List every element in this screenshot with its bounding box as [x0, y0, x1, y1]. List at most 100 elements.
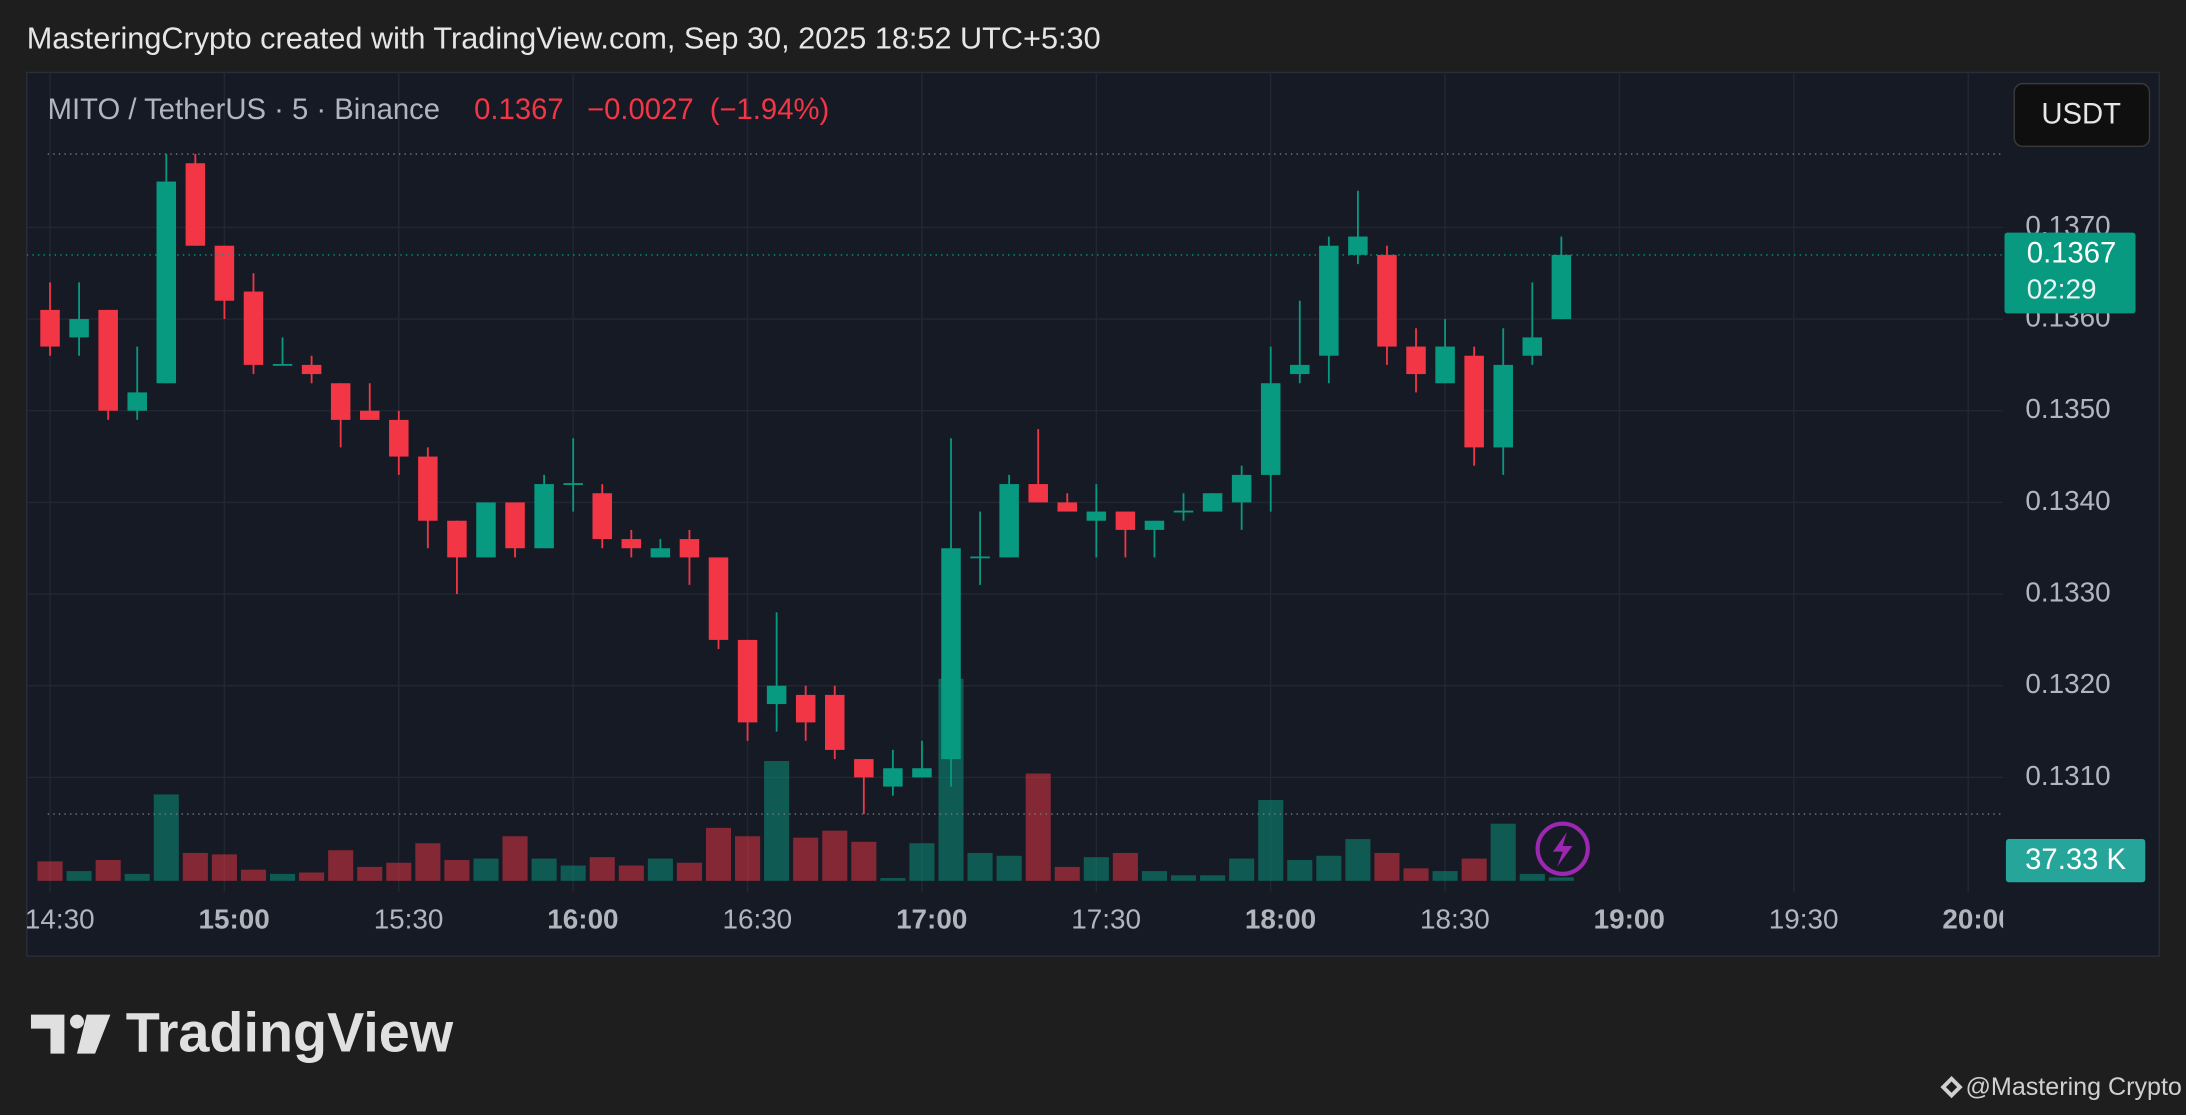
candle-body [795, 694, 816, 723]
volume-bar [1141, 871, 1167, 881]
volume-bar [357, 866, 383, 881]
candle-body [1028, 484, 1048, 503]
candle-body [679, 539, 700, 558]
candle-body [1435, 346, 1455, 384]
volume-bar [66, 871, 92, 881]
volume-bar [618, 865, 644, 881]
volume-bar [1490, 823, 1516, 881]
volume-bar [95, 859, 121, 881]
volume-label-box [2005, 839, 2146, 883]
last-price: 0.1367 [474, 94, 563, 126]
volume-bar [560, 865, 586, 881]
candle-body [1551, 254, 1572, 320]
logo-text: TradingView [126, 1002, 454, 1064]
candle-body [824, 694, 845, 750]
candle-body [941, 548, 961, 760]
candle-body [272, 363, 293, 366]
volume-bar [153, 794, 179, 881]
volume-bar [676, 862, 702, 881]
last-price-label: 0.1367 [2027, 238, 2116, 270]
candle-body [563, 483, 583, 485]
candle-body [1522, 337, 1543, 356]
y-tick-label: 0.1330 [2025, 576, 2110, 607]
currency[interactable]: USDT [2041, 98, 2121, 130]
candle-body [156, 181, 177, 384]
candle-body [98, 309, 118, 411]
volume-bar [735, 836, 761, 881]
volume-bar [647, 858, 673, 881]
candle-body [999, 484, 1019, 558]
volume-bar [851, 841, 877, 881]
volume-bar [1112, 852, 1138, 881]
x-tick-label: 16:00 [547, 904, 618, 935]
candle-body [359, 410, 380, 420]
candle-body [1115, 511, 1136, 530]
volume-bar [37, 861, 63, 881]
x-tick-label: 17:00 [896, 904, 967, 935]
x-tick-label: 17:30 [1071, 904, 1141, 935]
y-tick-label: 0.1340 [2025, 485, 2110, 516]
candle-body [534, 484, 554, 549]
volume-bar [415, 843, 441, 881]
candle-body [1202, 493, 1223, 512]
x-tick-label: 19:00 [1594, 904, 1665, 935]
candle-body [883, 768, 903, 787]
candle-body [650, 548, 671, 558]
candle-body [1290, 364, 1310, 375]
candle-body [708, 557, 729, 640]
candle-body [1144, 520, 1165, 530]
volume-bar [299, 872, 325, 881]
candle-body [1464, 355, 1484, 448]
candle-body [1173, 510, 1194, 513]
volume-bar [1403, 868, 1429, 881]
volume-bar [1054, 866, 1080, 881]
candle-body [737, 639, 758, 723]
volume-bar [1025, 773, 1051, 881]
volume-bar [328, 850, 354, 881]
volume-bar [1258, 800, 1284, 881]
candle-body [214, 245, 235, 301]
candle-body [330, 383, 351, 420]
countdown: 02:29 [2027, 273, 2097, 304]
currency-button[interactable] [2013, 82, 2151, 148]
volume-bar [909, 843, 935, 881]
candle-body [1377, 254, 1397, 347]
volume-bar [240, 869, 267, 881]
candle-body [505, 502, 525, 549]
volume-bar [386, 862, 412, 881]
candle-body [1348, 236, 1368, 255]
volume-bar [1345, 839, 1371, 881]
volume-bar [1200, 875, 1226, 881]
candle-body [1406, 346, 1426, 375]
last-price-box [2004, 232, 2136, 314]
header: MasteringCrypto created with TradingView… [27, 22, 1101, 56]
event-icon-bolt [1552, 832, 1573, 867]
candle-body [621, 539, 642, 549]
volume-bar [1432, 871, 1458, 881]
candle-body [476, 502, 496, 558]
volume-bar [1170, 875, 1197, 881]
volume-bar [502, 836, 528, 881]
volume-bar [1083, 857, 1109, 881]
volume-bar [1229, 858, 1255, 881]
volume-bar [444, 859, 470, 881]
candle-body [1493, 364, 1513, 448]
volume-bar [793, 837, 819, 881]
x-tick-label: 20:00 [1942, 904, 2013, 935]
volume-bar [880, 878, 906, 881]
candle-body [1231, 474, 1252, 503]
candle-body [69, 319, 89, 338]
candle-body [1086, 511, 1107, 521]
volume-bar [1316, 855, 1342, 881]
candle-body [854, 759, 874, 778]
change: −0.0027 [587, 94, 694, 126]
volume-bar [1519, 873, 1545, 881]
y-tick-label: 0.1350 [2025, 393, 2110, 424]
candle-body [185, 163, 206, 246]
y-tick-label: 0.1310 [2025, 760, 2110, 791]
candle-body [766, 685, 787, 705]
candle-body [301, 364, 322, 375]
candle-body [912, 768, 932, 778]
